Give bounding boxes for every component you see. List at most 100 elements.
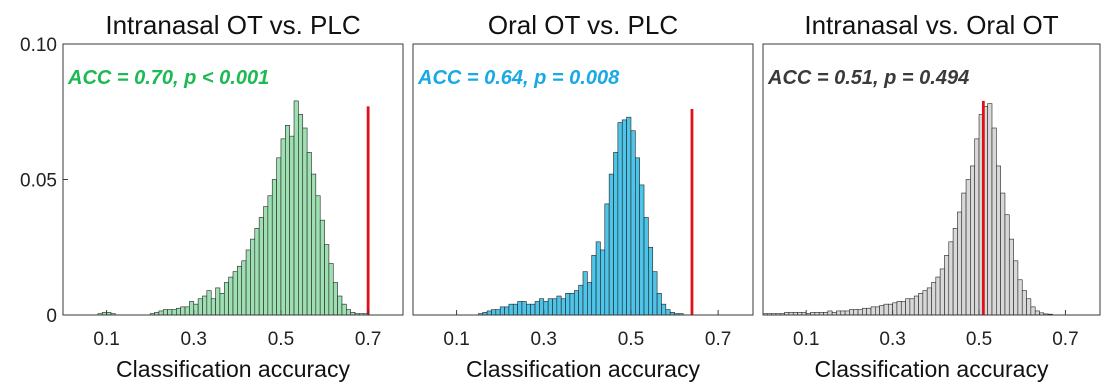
- histogram-bar: [1000, 192, 1006, 316]
- histogram-bar: [965, 179, 971, 316]
- histogram-bar: [158, 310, 164, 316]
- histogram-bar: [319, 219, 325, 316]
- histogram-bar: [944, 255, 950, 316]
- histogram-bar: [1030, 306, 1036, 316]
- histogram-bar: [595, 241, 601, 316]
- x-tick-label: 0.7: [705, 329, 731, 350]
- histogram-bar: [293, 100, 299, 316]
- histogram-bar: [280, 138, 286, 316]
- histogram-bar: [171, 309, 177, 316]
- histogram-bar: [328, 263, 334, 316]
- histogram-bar: [258, 217, 264, 316]
- histogram-bar: [302, 127, 308, 316]
- histogram-bar: [504, 306, 510, 316]
- histogram-bar: [987, 103, 993, 316]
- histogram-bar: [648, 246, 654, 316]
- y-tick-label: 0.10: [20, 35, 57, 56]
- panel-2: 0.1 0.3 0.5 0.7 Oral OT vs. PLC Classificatio…: [412, 10, 754, 382]
- histogram-bar: [206, 290, 212, 316]
- histogram-bar: [569, 293, 575, 316]
- histogram-bar: [1034, 310, 1040, 316]
- x-tick-label: 0.5: [618, 329, 644, 350]
- histogram-bar: [661, 303, 667, 316]
- histogram-bar: [486, 310, 492, 316]
- histogram-bar: [228, 276, 234, 316]
- histogram-bar: [552, 298, 558, 316]
- x-tick-label: 0.7: [355, 329, 381, 350]
- histogram-bar: [289, 135, 295, 316]
- histogram-bar: [892, 302, 898, 316]
- histogram-bar: [267, 195, 273, 316]
- histogram-bar: [935, 276, 941, 316]
- histogram-bar: [922, 290, 928, 316]
- histogram-bar: [948, 241, 954, 316]
- histogram-bar: [332, 282, 338, 316]
- x-axis-label: Classification accuracy: [116, 356, 350, 382]
- histogram-bar: [900, 301, 906, 316]
- histogram-bar: [600, 249, 606, 316]
- y-tick-label: 0.05: [20, 171, 57, 192]
- histogram-bar: [1017, 279, 1023, 316]
- histogram-bar: [306, 152, 312, 316]
- histogram-bar: [193, 303, 199, 316]
- histogram-bar: [565, 293, 571, 316]
- histogram-bar: [630, 130, 636, 316]
- histogram-bar: [184, 306, 190, 316]
- histogram-bar: [875, 306, 880, 316]
- histogram-bar: [271, 179, 277, 316]
- accuracy-annotation: ACC = 0.51, p = 0.494: [767, 67, 969, 89]
- histogram-bar: [626, 116, 632, 316]
- histogram-bar: [530, 303, 536, 316]
- histogram-bar: [202, 295, 208, 316]
- histogram-bar: [526, 303, 531, 316]
- histogram-bar: [849, 309, 855, 316]
- histogram-bar: [237, 265, 243, 316]
- histogram-bar: [162, 309, 168, 316]
- x-tick-label: 0.3: [879, 329, 905, 350]
- histogram-bar: [219, 293, 225, 316]
- histogram-bar: [276, 157, 282, 316]
- histogram-bar: [180, 306, 186, 316]
- histogram-bar: [311, 173, 317, 316]
- histogram-bar: [639, 184, 645, 316]
- histogram-bar: [844, 310, 850, 316]
- histogram-bar: [591, 255, 597, 316]
- histogram-bar: [866, 307, 872, 316]
- histogram-bar: [652, 271, 658, 316]
- histogram-bar: [517, 301, 523, 316]
- histogram-bar: [263, 206, 269, 316]
- histogram-bar: [926, 287, 932, 316]
- histogram-bar: [853, 309, 859, 316]
- x-tick-label: 0.3: [181, 329, 207, 350]
- x-axis-label: Classification accuracy: [815, 356, 1049, 382]
- chart-title: Intranasal vs. Oral OT: [804, 10, 1058, 40]
- histogram-bar: [1013, 260, 1019, 316]
- chart-title: Oral OT vs. PLC: [488, 10, 678, 40]
- histogram-bar: [840, 310, 846, 316]
- histogram-bar: [346, 309, 351, 316]
- histogram-bar: [499, 306, 505, 316]
- x-tick-label: 0.3: [531, 329, 557, 350]
- histogram-bar: [604, 203, 610, 316]
- histogram-bar: [635, 157, 640, 316]
- histogram-bar: [324, 244, 330, 316]
- histogram-bar: [883, 303, 889, 316]
- histogram-bar: [918, 293, 924, 316]
- chart-title: Intranasal OT vs. PLC: [105, 10, 360, 40]
- histogram-bar: [341, 303, 347, 316]
- x-axis-label: Classification accuracy: [466, 356, 700, 382]
- histogram-bar: [862, 307, 867, 316]
- histogram-bar: [996, 165, 1001, 316]
- histogram-bar: [931, 282, 937, 316]
- histogram-bar: [512, 303, 518, 316]
- histogram-bar: [495, 309, 501, 316]
- histogram-bar: [241, 260, 247, 316]
- histogram-bar: [621, 119, 627, 316]
- histogram-bar: [337, 295, 343, 316]
- x-tick-label: 0.7: [1052, 329, 1078, 350]
- histogram-bar: [285, 125, 290, 316]
- histogram-bar: [197, 298, 203, 316]
- histogram-bar: [617, 122, 623, 316]
- histogram-bar: [250, 238, 256, 316]
- panel-3: 0.1 0.3 0.5 0.7 Intranasal vs. Oral OT Classi…: [762, 10, 1101, 382]
